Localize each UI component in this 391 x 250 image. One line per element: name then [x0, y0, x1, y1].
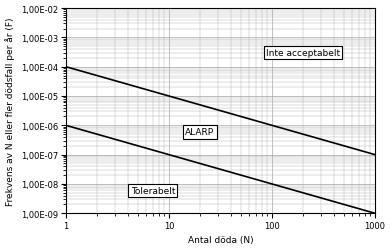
X-axis label: Antal döda (N): Antal döda (N) — [188, 236, 253, 244]
Text: ALARP: ALARP — [185, 128, 215, 137]
Text: Tolerabelt: Tolerabelt — [131, 186, 175, 195]
Y-axis label: Frekvens av N eller fler dödsfall per år (F): Frekvens av N eller fler dödsfall per år… — [5, 17, 15, 205]
Text: Inte acceptabelt: Inte acceptabelt — [266, 49, 340, 58]
